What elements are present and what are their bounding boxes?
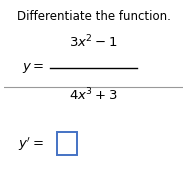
Text: $y' =$: $y' =$	[18, 135, 44, 153]
Text: $4x^3 + 3$: $4x^3 + 3$	[69, 87, 118, 104]
Text: Differentiate the function.: Differentiate the function.	[17, 10, 170, 23]
Text: $3x^2 - 1$: $3x^2 - 1$	[69, 34, 118, 50]
FancyBboxPatch shape	[57, 132, 77, 155]
Text: $y=$: $y=$	[22, 61, 44, 75]
